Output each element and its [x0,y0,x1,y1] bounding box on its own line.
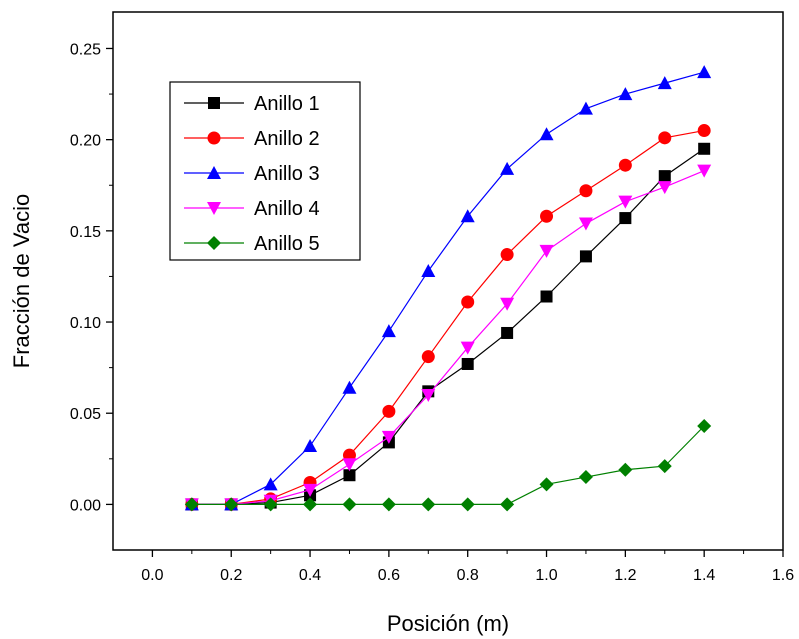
data-point [697,164,712,178]
data-point [657,181,672,195]
legend-label: Anillo 3 [254,163,320,185]
series-line [191,129,705,506]
data-point [460,341,475,355]
data-point [578,217,593,231]
legend-marker [208,97,220,109]
data-point [461,295,475,309]
data-point [381,430,396,444]
x-tick-label: 1.4 [693,567,715,584]
y-tick-label: 0.00 [70,497,101,514]
data-point [500,297,515,311]
legend-label: Anillo 4 [254,198,320,220]
axes: 0.0 0.2 0.4 0.6 0.8 1.0 1.2 1.4 1.6 0.00 0.05 0.10 0… [70,41,794,584]
legend-entry: Anillo 4 [184,198,320,220]
y-tick-label: 0.05 [70,406,101,423]
data-point [263,477,278,491]
legend-label: Anillo 1 [254,93,320,115]
series-5 [184,418,712,512]
data-point [578,470,593,485]
data-point [500,497,515,512]
legend-label: Anillo 2 [254,128,320,150]
data-point [697,65,712,79]
data-point [421,263,436,277]
data-point [540,209,554,223]
y-axis-title: Fracción de Vacio [9,194,34,368]
legend-entry: Anillo 3 [184,163,320,185]
series-2 [185,124,711,511]
data-point [303,439,318,453]
data-point [618,158,632,172]
y-tick-label: 0.10 [70,315,101,332]
y-tick-label: 0.25 [70,41,101,58]
legend-marker [207,236,221,250]
legend: Anillo 1 Anillo 2 Anillo 3 Anillo 4 Anillo 5 [169,81,361,261]
data-point [342,458,357,472]
data-point [578,101,593,115]
data-point [658,170,671,183]
data-point [224,497,239,512]
data-point [342,497,357,512]
x-tick-label: 1.0 [535,567,557,584]
data-point [382,404,396,418]
data-point [697,124,711,138]
data-point [460,497,475,512]
data-point [540,290,553,303]
legend-entry: Anillo 1 [184,93,320,115]
data-point [421,388,436,402]
data-point [539,244,554,258]
y-tick-label: 0.20 [70,133,101,150]
data-point [381,324,396,338]
data-point [579,250,592,263]
data-point [303,483,318,497]
x-tick-label: 0.2 [220,567,242,584]
legend-box [169,81,361,261]
data-point [381,497,396,512]
x-tick-label: 0.0 [141,567,163,584]
series-line [191,71,705,506]
data-point [619,212,632,225]
data-point [501,326,514,339]
data-point [539,477,554,492]
data-point [461,357,474,370]
data-point [657,459,672,474]
y-tick-label: 0.15 [70,224,101,241]
x-axis-title: Posición (m) [387,611,509,636]
data-point [500,161,515,175]
data-point [657,76,672,90]
series-line [191,148,705,506]
series-line [191,170,705,506]
data-point [500,248,514,262]
data-point [618,462,633,477]
data-point [343,469,356,482]
legend-label: Anillo 5 [254,233,320,255]
x-tick-label: 1.6 [772,567,794,584]
legend-entry: Anillo 2 [184,128,320,150]
data-point [263,497,278,512]
data-point [303,497,318,512]
legend-marker [207,166,221,179]
data-point [618,195,633,209]
x-tick-label: 0.6 [378,567,400,584]
data-point [539,127,554,141]
data-point [460,209,475,223]
series-layer [184,65,712,512]
data-point [421,350,435,364]
data-point [579,184,593,198]
x-tick-label: 1.2 [614,567,636,584]
x-tick-label: 0.8 [457,567,479,584]
legend-marker [207,202,221,215]
data-point [698,142,711,155]
legend-entry: Anillo 5 [184,233,320,255]
data-point [184,497,199,512]
data-point [618,87,633,101]
plot-frame [112,11,784,551]
data-point [697,418,712,433]
data-point [342,380,357,394]
x-tick-label: 0.4 [299,567,321,584]
data-point [658,131,672,145]
data-point [421,497,436,512]
legend-marker [207,131,221,145]
